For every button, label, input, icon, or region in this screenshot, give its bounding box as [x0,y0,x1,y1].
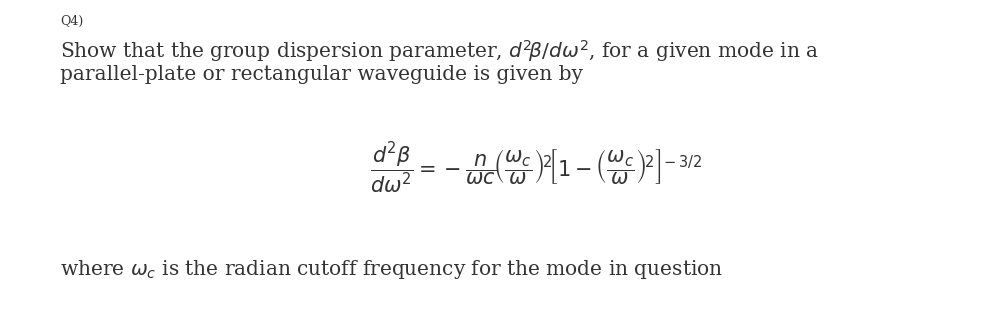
Text: where $\omega_c$ is the radian cutoff frequency for the mode in question: where $\omega_c$ is the radian cutoff fr… [60,258,723,281]
Text: Q4): Q4) [60,15,84,28]
Text: parallel-plate or rectangular waveguide is given by: parallel-plate or rectangular waveguide … [60,65,583,84]
Text: Show that the group dispersion parameter, $d^2\!\beta/d\omega^2$, for a given mo: Show that the group dispersion parameter… [60,38,819,64]
Text: $\dfrac{d^2\beta}{d\omega^2} = -\dfrac{n}{\omega c}\!\left(\dfrac{\omega_c}{\ome: $\dfrac{d^2\beta}{d\omega^2} = -\dfrac{n… [370,140,702,196]
